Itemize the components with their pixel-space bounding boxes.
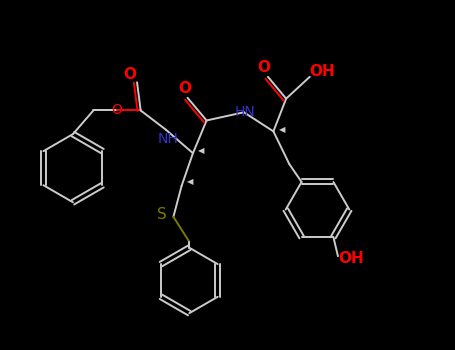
Text: O: O <box>257 60 270 75</box>
Text: OH: OH <box>338 251 364 266</box>
Text: NH: NH <box>157 132 178 146</box>
Text: S: S <box>157 207 167 222</box>
Text: ◀: ◀ <box>187 177 193 186</box>
Text: ◀: ◀ <box>198 146 204 155</box>
Text: O: O <box>179 81 192 96</box>
Text: OH: OH <box>309 64 335 79</box>
Text: HN: HN <box>234 105 255 119</box>
Text: O: O <box>124 66 136 82</box>
Text: O: O <box>111 104 122 118</box>
Text: ◀: ◀ <box>279 125 286 134</box>
